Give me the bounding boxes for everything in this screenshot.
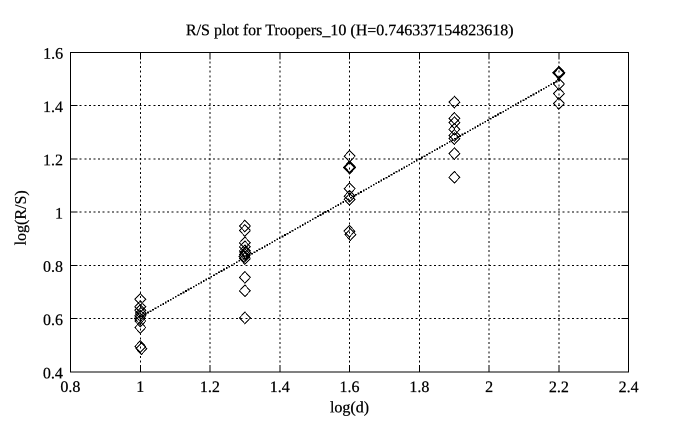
svg-text:2.4: 2.4 (619, 379, 639, 396)
svg-text:1: 1 (55, 206, 63, 223)
svg-text:1.2: 1.2 (200, 379, 220, 396)
svg-text:log(d): log(d) (330, 399, 369, 416)
svg-text:1.4: 1.4 (270, 379, 290, 396)
svg-text:1.6: 1.6 (340, 379, 360, 396)
svg-text:0.8: 0.8 (43, 259, 63, 276)
svg-text:1.2: 1.2 (43, 152, 63, 169)
svg-text:log(R/S): log(R/S) (13, 190, 30, 245)
svg-text:2.2: 2.2 (549, 379, 569, 396)
svg-text:2: 2 (485, 379, 493, 396)
svg-text:1.4: 1.4 (43, 99, 63, 116)
svg-text:R/S plot for Troopers_10 (H=0.: R/S plot for Troopers_10 (H=0.7463371548… (186, 22, 514, 39)
svg-text:0.8: 0.8 (60, 379, 80, 396)
svg-text:1: 1 (136, 379, 144, 396)
svg-text:0.6: 0.6 (43, 312, 63, 329)
svg-text:0.4: 0.4 (43, 365, 63, 382)
svg-text:1.6: 1.6 (43, 46, 63, 63)
svg-text:1.8: 1.8 (409, 379, 429, 396)
